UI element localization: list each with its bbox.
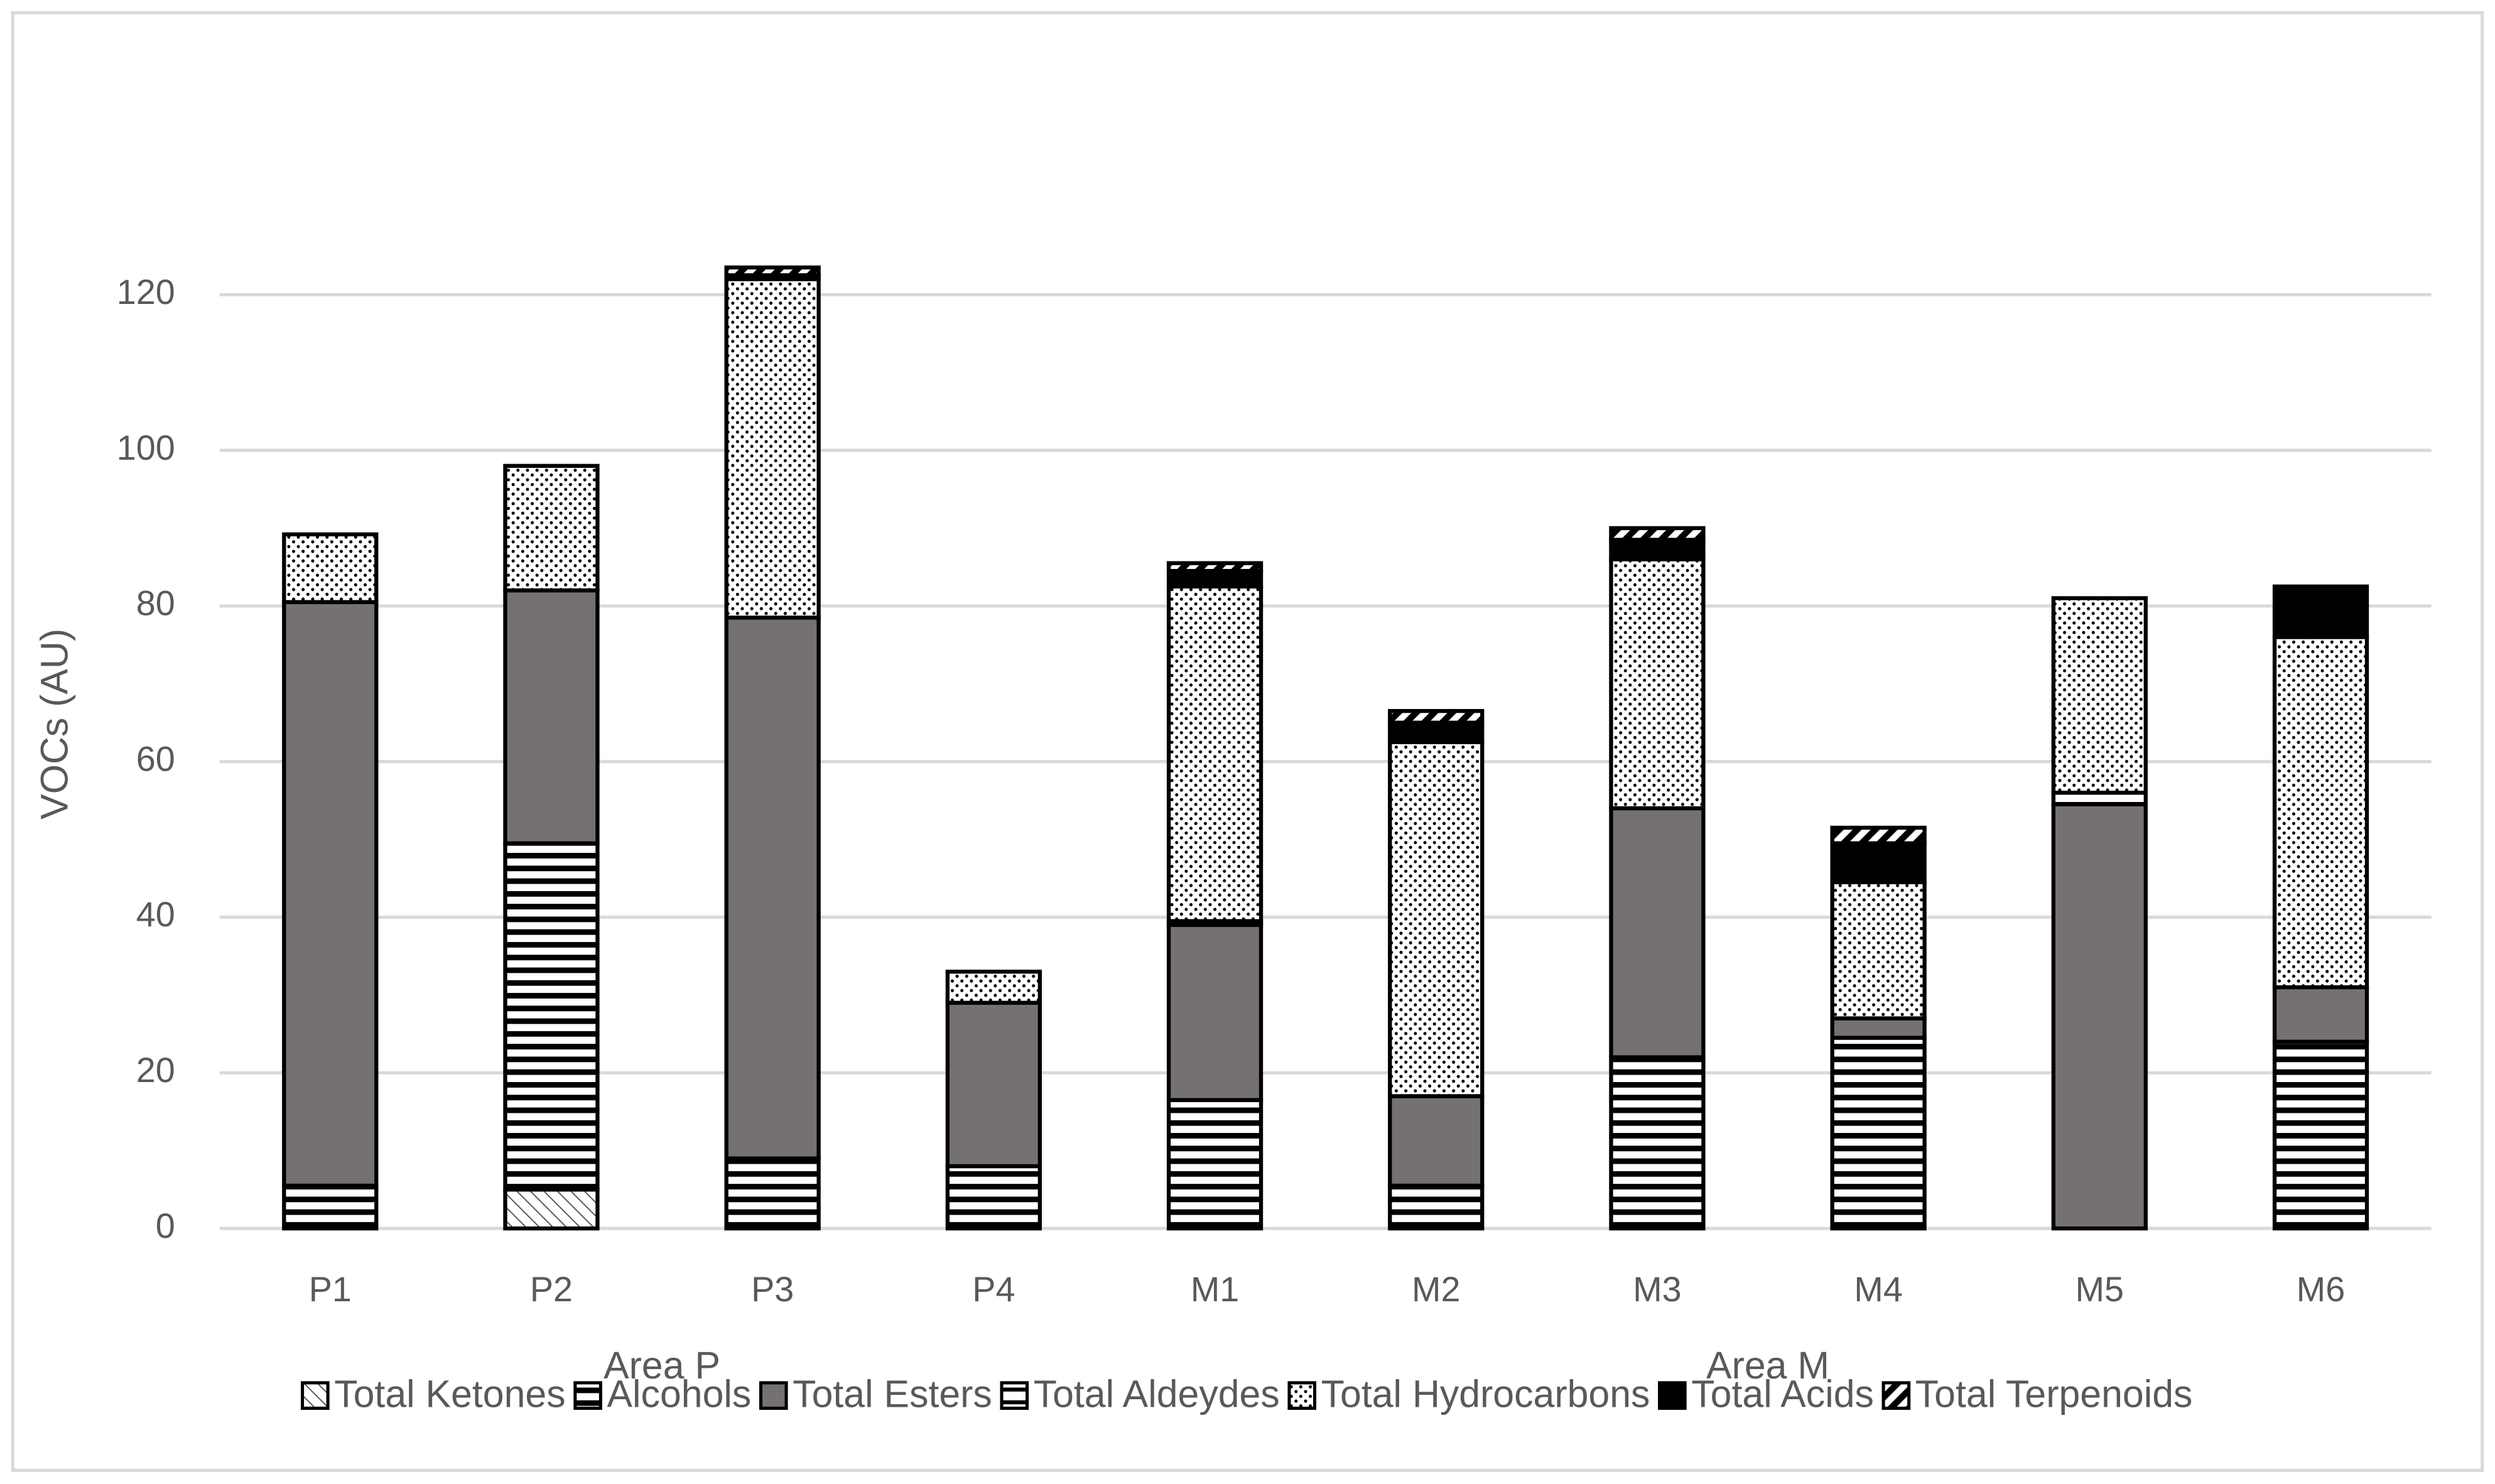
bar-segment [1830,841,1927,884]
bar-segment [2272,985,2369,1044]
bar-segment [1166,561,1264,573]
legend-swatch [1000,1381,1029,1410]
legend-label: Alcohols [607,1373,752,1416]
bar-segment [1166,1098,1264,1231]
x-tick-label: M3 [1633,1270,1681,1309]
bar-segment [1609,1055,1706,1231]
y-axis-label: VOCs (AU) [33,629,75,820]
legend-label: Total Ketones [334,1373,565,1416]
bar-segment [724,265,821,278]
bar-segment [1388,740,1485,1098]
bar-segment [945,1164,1042,1231]
bar-segment [1609,538,1706,561]
legend-label: Total Aldeydes [1034,1373,1280,1416]
bar-segment [1830,880,1927,1021]
x-tick-label: P2 [530,1270,573,1309]
bar-segment [282,600,379,1188]
x-tick-label: M2 [1412,1270,1460,1309]
bar-segment [1388,1183,1485,1231]
bar-segment [1830,1036,1927,1231]
bar-segment [503,1187,600,1231]
bar-segment [1388,708,1485,725]
bar-segment [1166,584,1264,923]
legend-swatch [1287,1381,1317,1410]
bar-segment [724,277,821,620]
legend-swatch [301,1381,330,1410]
legend-swatch [573,1381,602,1410]
bar-segment [2051,596,2148,795]
bar-segment [1388,720,1485,744]
legend-label: Total Acids [1691,1373,1874,1416]
legend-swatch [1658,1381,1687,1410]
bar-segment [1830,1016,1927,1040]
y-tick-label: 20 [136,1051,175,1090]
bar-segment [503,841,600,1192]
legend-label: Total Hydrocarbons [1321,1373,1650,1416]
x-tick-label: P4 [972,1270,1015,1309]
legend-swatch [759,1381,788,1410]
bar-segment [1388,1094,1485,1188]
bar-segment [1166,568,1264,589]
bar-segment [1830,825,1927,845]
bar-segment [724,1156,821,1231]
bar-segment [282,1183,379,1231]
bar-segment [2051,802,2148,1231]
x-tick-label: M5 [2076,1270,2124,1309]
bar-segment [1166,923,1264,1102]
bar-segment [1609,526,1706,542]
legend-swatch [1881,1381,1911,1410]
legend-label: Total Esters [793,1373,992,1416]
bar-segment [945,1000,1042,1169]
y-tick-label: 40 [136,895,175,934]
y-tick-label: 0 [156,1206,175,1245]
x-tick-label: M1 [1191,1270,1239,1309]
bar-segment [503,463,600,593]
bar-segment [1609,806,1706,1059]
bar-segment [2272,1039,2369,1231]
y-tick-label: 80 [136,584,175,623]
bar-segment [724,615,821,1161]
legend-label: Total Terpenoids [1915,1373,2193,1416]
y-tick-label: 120 [117,273,175,311]
bar-segment [2272,584,2369,639]
bar-segment [503,588,600,845]
bar-segment [945,970,1042,1005]
x-tick-label: M6 [2297,1270,2345,1309]
bar-segment [282,532,379,604]
y-tick-label: 100 [117,428,175,467]
x-tick-label: P3 [751,1270,794,1309]
group-label: Area P [603,1344,720,1387]
group-label: Area M [1706,1344,1829,1387]
bar-segment [1609,557,1706,811]
x-tick-label: M4 [1854,1270,1902,1309]
y-tick-label: 60 [136,739,175,778]
x-tick-label: P1 [309,1270,352,1309]
bar-segment [2272,635,2369,990]
